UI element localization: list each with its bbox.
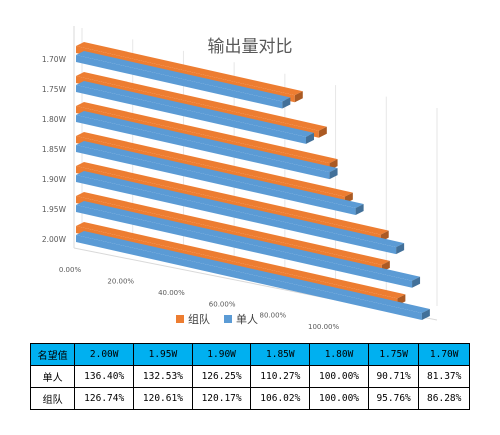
table-cell: 126.25% (191, 365, 252, 388)
bar-solo (76, 115, 330, 180)
bar-solo-top (76, 231, 430, 313)
table-cell: 90.71% (367, 365, 420, 388)
data-table: 名望值 2.00W 1.95W 1.90W 1.85W 1.80W 1.75W … (29, 343, 470, 410)
category-tick-label: 1.95W (42, 205, 67, 214)
category-tick-label: 1.90W (42, 175, 67, 184)
bar-solo-top (76, 51, 291, 102)
category-tick-label: 1.85W (42, 145, 67, 154)
bar-solo-top (76, 171, 405, 248)
table-header-cell: 1.80W (309, 343, 369, 366)
bar-solo-end (282, 97, 291, 109)
table-cell: 120.17% (191, 387, 252, 410)
bar-team-top (76, 42, 303, 96)
legend-swatch-solo (224, 315, 232, 323)
chart-area: 0.00%20.00%40.00%60.00%80.00%100.00%120.… (42, 26, 438, 335)
table-header-cell: 1.95W (133, 343, 193, 366)
chart-title: 输出量对比 (207, 37, 293, 57)
bar-solo (76, 85, 307, 144)
bar-solo-top (76, 201, 421, 281)
table-row: 单人 136.40% 132.53% 126.25% 110.27% 100.0… (29, 365, 470, 388)
legend-item-team: 组队 (176, 311, 210, 327)
category-tick-label: 1.75W (42, 85, 67, 94)
legend-label-solo: 单人 (236, 313, 258, 326)
bar-team-top (76, 132, 353, 197)
table-row: 组队 126.74% 120.61% 120.17% 106.02% 100.0… (29, 387, 470, 410)
table-row-label: 单人 (29, 365, 76, 388)
bar-solo-end (396, 243, 405, 255)
bar-team-top (76, 102, 338, 164)
bar-solo (76, 145, 356, 216)
table-header-cell: 名望值 (29, 343, 76, 366)
bar-team-top (76, 222, 406, 299)
table-header-cell: 1.70W (418, 343, 470, 366)
table-cell: 120.61% (133, 387, 193, 410)
value-tick-label: 40.00% (158, 289, 185, 297)
chart-plot: 0.00%20.00%40.00%60.00%80.00%100.00%120.… (42, 26, 438, 335)
table-cell: 81.37% (418, 365, 470, 388)
bar-solo-end (412, 276, 421, 288)
bar-solo-end (355, 204, 364, 216)
legend-item-solo: 单人 (224, 311, 258, 327)
value-tick-label: 60.00% (209, 300, 236, 308)
table-cell: 106.02% (250, 387, 311, 410)
table-cell: 136.40% (74, 365, 135, 388)
value-tick-label: 20.00% (107, 277, 134, 285)
bar-solo-top (76, 141, 364, 209)
category-tick-label: 1.80W (42, 115, 67, 124)
bar-solo-end (421, 308, 430, 320)
value-tick-label: 100.00% (308, 323, 339, 331)
category-tick-label: 2.00W (42, 235, 67, 244)
table-cell: 100.00% (309, 365, 369, 388)
table-cell: 100.00% (309, 387, 369, 410)
table-header-cell: 1.90W (191, 343, 252, 366)
bar-team-end (294, 91, 303, 103)
chart-legend: 组队 单人 (176, 311, 258, 327)
bar-solo-end (329, 168, 338, 180)
table-header-cell: 1.85W (250, 343, 311, 366)
bar-solo (76, 55, 283, 109)
bar-team-top (76, 72, 327, 131)
table-header-cell: 1.75W (367, 343, 420, 366)
legend-label-team: 组队 (188, 313, 210, 326)
bar-solo-top (76, 81, 315, 137)
bar-team-top (76, 192, 390, 265)
table-cell: 95.76% (367, 387, 420, 410)
value-tick-label: 80.00% (260, 312, 287, 320)
bar-team-end (318, 126, 327, 138)
bar-solo (76, 175, 397, 255)
table-cell: 126.74% (74, 387, 135, 410)
table-header-cell: 2.00W (74, 343, 135, 366)
table-header-row: 名望值 2.00W 1.95W 1.90W 1.85W 1.80W 1.75W … (29, 343, 470, 366)
bar-solo-end (306, 132, 315, 144)
table-cell: 132.53% (133, 365, 193, 388)
bar-solo (76, 205, 413, 288)
legend-swatch-team (176, 315, 184, 323)
bar-team-top (76, 162, 389, 235)
table-row-label: 组队 (29, 387, 76, 410)
category-tick-label: 1.70W (42, 55, 67, 64)
bar-solo-top (76, 111, 338, 173)
bar-solo (76, 235, 422, 320)
table-cell: 110.27% (250, 365, 311, 388)
table-cell: 86.28% (418, 387, 470, 410)
value-tick-label: 0.00% (59, 266, 82, 274)
